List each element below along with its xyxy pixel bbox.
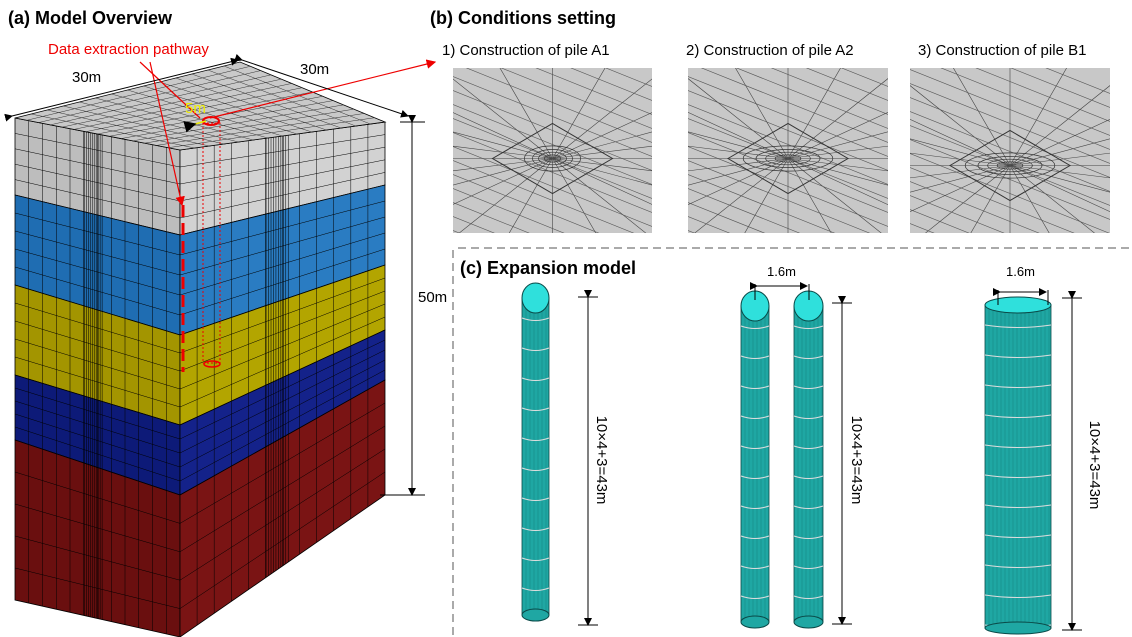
height-label: 50m xyxy=(418,289,447,306)
pile-bottom xyxy=(794,616,823,628)
panel-b-title: (b) Conditions setting xyxy=(430,8,616,28)
pile-top xyxy=(985,297,1051,313)
figure: (a) Model Overview Data extraction pathw… xyxy=(0,0,1132,637)
subtitle: 1) Construction of pile A1 xyxy=(442,42,610,59)
annotation: Data extraction pathway xyxy=(48,41,209,58)
panel-c-title: (c) Expansion model xyxy=(460,258,636,278)
length-label: 10×4+3=43m xyxy=(1086,421,1103,510)
pile-body xyxy=(794,306,823,622)
panel-a-title: (a) Model Overview xyxy=(8,8,173,28)
subtitle: 2) Construction of pile A2 xyxy=(686,42,854,59)
subtitle: 3) Construction of pile B1 xyxy=(918,42,1086,59)
length-label: 10×4+3=43m xyxy=(593,416,610,505)
depth-label: 30m xyxy=(300,61,329,78)
pile-top xyxy=(522,283,549,313)
pile-bottom xyxy=(985,622,1051,634)
pile-bottom xyxy=(522,609,549,621)
soil-block xyxy=(15,62,385,637)
spacing-label: 1.6m xyxy=(767,264,796,279)
length-label: 10×4+3=43m xyxy=(848,416,865,505)
spacing-label: 1.6m xyxy=(1006,264,1035,279)
width-label: 30m xyxy=(72,69,101,86)
pile-bottom xyxy=(741,616,769,628)
offset-label: 5m xyxy=(185,100,206,117)
